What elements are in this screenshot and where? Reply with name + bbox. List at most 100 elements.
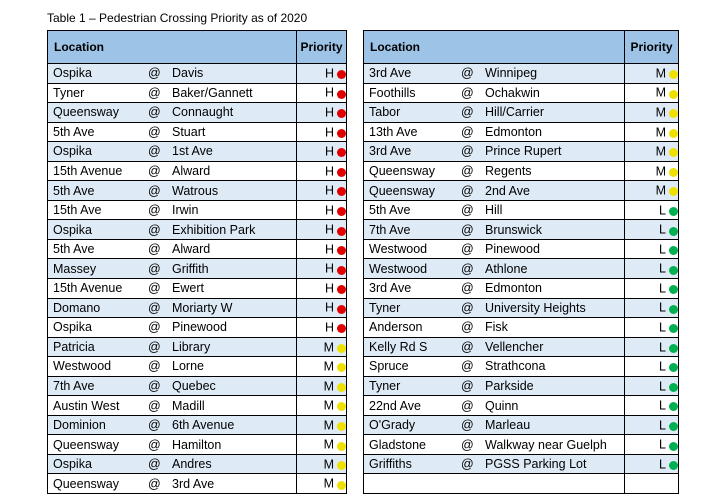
priority-cell: M <box>624 63 679 84</box>
table-row: Queensway @ Connaught H <box>47 102 347 123</box>
priority-cell: M <box>624 82 679 104</box>
table-row: 7th Ave @ Quebec M <box>47 375 347 397</box>
at-symbol: @ <box>148 339 161 354</box>
cross-street-name: Parkside <box>485 379 534 394</box>
cross-street-name: Baker/Gannett <box>172 85 253 100</box>
priority-level: M <box>655 66 666 81</box>
street-name: 15th Avenue <box>53 281 123 296</box>
priority-level: H <box>324 262 334 277</box>
at-symbol: @ <box>148 105 161 120</box>
priority-cell: H <box>296 121 347 143</box>
street-name: 13th Ave <box>369 124 418 139</box>
table-row: Tyner @ Baker/Gannett H <box>47 82 347 104</box>
priority-cell: H <box>296 199 347 221</box>
priority-dot-icon <box>669 324 678 334</box>
street-name: Westwood <box>53 359 112 374</box>
table-row: Ospika @ Pinewood H <box>47 317 347 338</box>
cross-street-name: 1st Ave <box>172 144 213 159</box>
priority-cell: L <box>624 258 679 280</box>
table-row: 15th Avenue @ Alward H <box>47 160 347 182</box>
location-cell: Dominion @6th Avenue <box>47 414 297 436</box>
location-cell: 13th Ave @ Edmonton <box>363 121 625 143</box>
at-symbol: @ <box>461 124 474 139</box>
table-row: Ospika @1st Ave H <box>47 141 347 162</box>
location-cell: Tyner @ University Heights <box>363 297 625 319</box>
at-symbol: @ <box>148 261 161 276</box>
street-name: 22nd Ave <box>369 398 421 413</box>
priority-dot-icon <box>669 441 678 451</box>
priority-cell: M <box>296 473 347 494</box>
cross-street-name: Lorne <box>172 359 204 374</box>
location-cell: Gladstone @ Walkway near Guelph <box>363 434 625 455</box>
table-row: Dominion @6th Avenue M <box>47 414 347 436</box>
priority-dot-icon <box>669 343 678 353</box>
at-symbol: @ <box>461 320 474 335</box>
cross-street-name: Watrous <box>172 183 219 198</box>
priority-cell: L <box>624 414 679 436</box>
street-name: Queensway <box>369 164 436 178</box>
location-cell: Kelly Rd S @ Vellencher <box>363 336 625 358</box>
street-name: O'Grady <box>369 418 416 433</box>
at-symbol: @ <box>148 300 161 315</box>
cross-street-name: Hamilton <box>172 437 222 452</box>
table-row: Griffiths @ PGSS Parking Lot L <box>363 453 679 475</box>
cross-street-name: Stuart <box>172 124 206 139</box>
table-row: Ospika @ Davis H <box>47 63 347 84</box>
priority-cell: L <box>624 297 679 319</box>
priority-cell: H <box>296 219 347 240</box>
cross-street-name: Ochakwin <box>485 85 540 100</box>
priority-dot-icon <box>337 206 346 216</box>
location-cell: Westwood @ Athlone <box>363 258 625 280</box>
location-cell: Spruce @ Strathcona <box>363 356 625 377</box>
table-row: 5th Ave @ Alward H <box>47 238 347 260</box>
table-row: 5th Ave @ Watrous H <box>47 180 347 201</box>
priority-cell: L <box>624 238 679 260</box>
street-name: Griffiths <box>369 457 412 472</box>
priority-dot-icon <box>337 167 346 177</box>
street-name: Ospika <box>53 144 92 159</box>
street-name: Ospika <box>53 457 92 472</box>
cross-street-name: Quebec <box>172 379 216 394</box>
priority-dot-icon <box>669 461 678 471</box>
table-row: Tyner @ University Heights L <box>363 297 679 319</box>
priority-level: L <box>659 223 666 237</box>
street-name: Domano <box>53 300 101 315</box>
table-row: Domano @ Moriarty W H <box>47 297 347 319</box>
location-header: Location <box>363 30 625 64</box>
at-symbol: @ <box>148 164 161 178</box>
priority-level: H <box>324 164 334 179</box>
priority-dot-icon <box>669 148 678 158</box>
location-cell: O'Grady @ Marleau <box>363 414 625 436</box>
street-name: 7th Ave <box>53 379 95 394</box>
priority-dot-icon <box>337 148 346 158</box>
at-symbol: @ <box>148 418 161 433</box>
priority-dot-icon <box>669 421 678 431</box>
priority-dot-icon <box>669 206 678 216</box>
priority-level: H <box>324 242 334 257</box>
street-name: Austin West <box>53 398 120 413</box>
location-cell: Westwood @ Lorne <box>47 356 297 377</box>
table-row: Westwood @ Lorne M <box>47 356 347 377</box>
cross-street-name: Moriarty W <box>172 300 233 315</box>
priority-cell: L <box>624 356 679 377</box>
at-symbol: @ <box>148 183 161 198</box>
priority-dot-icon <box>669 167 678 177</box>
priority-level: H <box>324 125 334 140</box>
cross-street-name: Strathcona <box>485 359 546 374</box>
at-symbol: @ <box>148 66 161 81</box>
priority-dot-icon <box>337 285 346 295</box>
priority-cell: H <box>296 297 347 319</box>
cross-street-name: 3rd Ave <box>172 476 215 491</box>
at-symbol: @ <box>461 398 474 413</box>
table-row: Massey @ Griffith H <box>47 258 347 280</box>
table-row: Queensway @ Regents M <box>363 160 679 182</box>
street-name: Tyner <box>53 85 85 100</box>
priority-dot-icon <box>669 402 678 412</box>
priority-level: L <box>659 281 666 296</box>
priority-level: L <box>659 340 666 355</box>
table-row: 3rd Ave @ Edmonton L <box>363 278 679 299</box>
cross-street-name: Ewert <box>172 281 204 296</box>
street-name: Westwood <box>369 261 428 276</box>
cross-street-name: Fisk <box>485 320 508 335</box>
street-name: Massey <box>53 261 97 276</box>
